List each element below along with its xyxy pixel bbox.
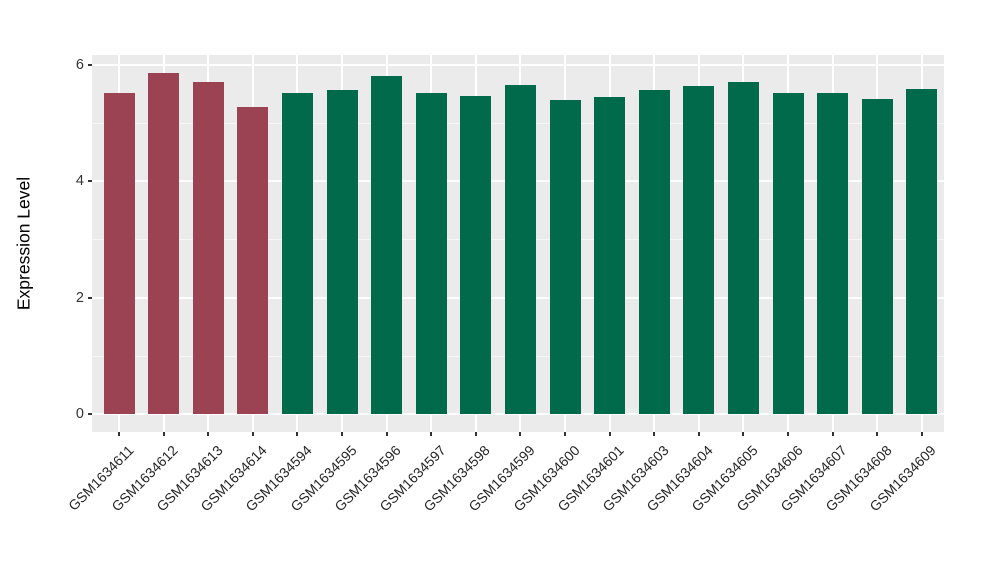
bar-GSM1634594 (281, 92, 313, 414)
x-tick-mark-GSM1634596 (385, 432, 388, 436)
y-tick-mark-4 (88, 180, 92, 183)
x-tick-mark-GSM1634613 (207, 432, 210, 436)
x-tick-mark-GSM1634600 (564, 432, 566, 436)
y-axis-title: Expression Level (13, 176, 34, 311)
x-tick-mark-GSM1634595 (341, 432, 343, 436)
bar-GSM1634605 (727, 82, 759, 414)
x-tick-mark-GSM1634609 (920, 432, 923, 436)
y-tick-label-2: 2 (75, 289, 84, 306)
bar-GSM1634600 (549, 99, 581, 414)
x-tick-mark-GSM1634604 (697, 432, 700, 436)
bar-GSM1634604 (683, 85, 715, 414)
bar-GSM1634601 (594, 97, 626, 414)
y-tick-mark-6 (88, 63, 92, 66)
major-gridline-y6 (92, 63, 944, 66)
x-tick-mark-GSM1634603 (653, 432, 656, 436)
y-tick-mark-2 (88, 296, 92, 299)
x-tick-mark-GSM1634606 (787, 432, 789, 436)
plot-panel (92, 55, 944, 432)
bar-GSM1634595 (326, 90, 358, 414)
bar-GSM1634596 (371, 75, 403, 414)
x-tick-mark-GSM1634611 (118, 432, 120, 436)
x-tick-mark-GSM1634605 (742, 432, 745, 436)
x-tick-mark-GSM1634601 (608, 432, 611, 436)
bar-GSM1634607 (817, 93, 849, 414)
y-tick-mark-0 (88, 412, 92, 415)
bar-GSM1634606 (772, 93, 804, 414)
y-tick-label-6: 6 (75, 56, 84, 73)
bar-GSM1634597 (415, 92, 447, 414)
bar-GSM1634614 (237, 106, 269, 414)
y-tick-label-4: 4 (75, 173, 84, 190)
x-tick-mark-GSM1634608 (876, 432, 879, 436)
x-tick-mark-GSM1634612 (162, 432, 165, 436)
bar-GSM1634608 (861, 99, 893, 414)
x-tick-mark-GSM1634597 (430, 432, 433, 436)
x-tick-mark-GSM1634614 (251, 432, 254, 436)
bar-GSM1634598 (460, 96, 492, 414)
bar-GSM1634611 (103, 93, 135, 414)
y-tick-label-0: 0 (75, 405, 84, 422)
major-gridline-y0 (92, 412, 944, 415)
bar-GSM1634612 (148, 73, 180, 414)
x-tick-mark-GSM1634599 (519, 432, 522, 436)
bar-GSM1634613 (192, 82, 224, 414)
x-tick-mark-GSM1634607 (831, 432, 834, 436)
x-tick-mark-GSM1634594 (296, 432, 299, 436)
bar-GSM1634609 (906, 89, 938, 414)
x-tick-mark-GSM1634598 (474, 432, 477, 436)
bar-GSM1634599 (504, 85, 536, 414)
bar-GSM1634603 (638, 90, 670, 414)
